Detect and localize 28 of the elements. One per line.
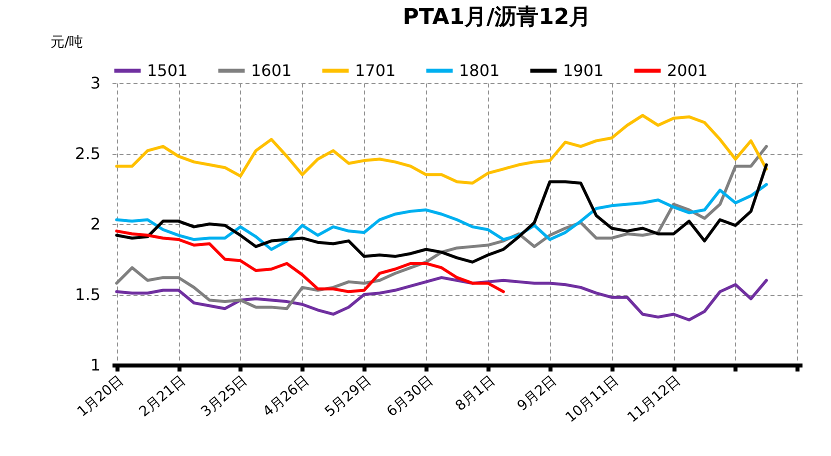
legend-label: 1701 <box>355 60 396 80</box>
y-tick-label: 3 <box>90 74 100 92</box>
y-tick-label: 2.5 <box>75 144 100 163</box>
line-series <box>115 183 768 251</box>
legend-label: 1601 <box>251 60 292 80</box>
y-axis-title: 元/吨 <box>50 34 84 50</box>
x-tick-label: 9月2日 <box>514 372 560 414</box>
x-tick-label: 10月11日 <box>562 372 622 426</box>
y-tick-label: 1 <box>90 356 100 374</box>
line-series <box>115 230 505 294</box>
y-tick-label: 1.5 <box>75 285 100 304</box>
legend-label: 2001 <box>667 60 708 80</box>
y-tick-label: 2 <box>90 214 100 234</box>
x-tick-label: 3月25日 <box>198 372 251 420</box>
legend-label: 1901 <box>563 60 604 80</box>
line-series <box>115 163 768 264</box>
line-series <box>115 114 768 185</box>
chart-title: PTA1月/沥青12月 <box>402 5 592 30</box>
x-tick-label: 11月12日 <box>624 372 684 426</box>
line-series <box>115 276 768 322</box>
x-tick-label: 2月21日 <box>136 372 189 420</box>
x-tick-label: 5月29日 <box>322 372 374 420</box>
legend-label: 1501 <box>147 60 188 80</box>
x-tick-label: 1月20日 <box>74 372 127 420</box>
x-tick-label: 6月30日 <box>384 372 436 420</box>
legend-label: 1801 <box>459 60 500 80</box>
x-tick-label: 8月1日 <box>452 372 498 414</box>
x-tick-label: 4月26日 <box>260 372 312 420</box>
